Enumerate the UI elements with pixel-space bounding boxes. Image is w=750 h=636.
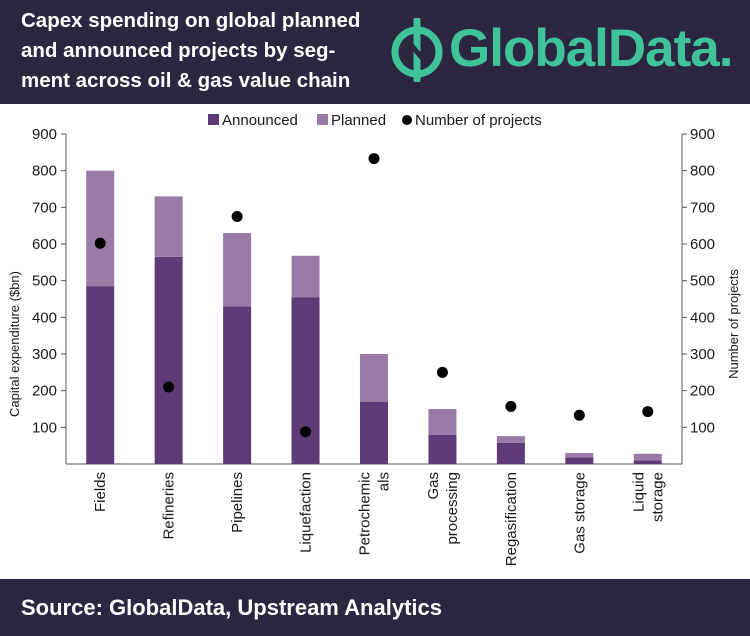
right-tick-label: 100 bbox=[690, 419, 715, 436]
legend-swatch-announced bbox=[208, 114, 219, 125]
left-tick-label: 400 bbox=[32, 309, 57, 326]
bar-planned bbox=[633, 453, 662, 461]
bar-planned bbox=[496, 436, 525, 443]
category-label: als bbox=[376, 472, 393, 491]
right-tick-label: 700 bbox=[690, 199, 715, 216]
left-tick-label: 900 bbox=[32, 126, 57, 143]
left-tick-label: 500 bbox=[32, 273, 57, 290]
right-tick-label: 400 bbox=[690, 309, 715, 326]
bar-planned bbox=[565, 453, 594, 458]
category-labels: Fields Refineries Pipelines Liquefaction Pet… bbox=[92, 472, 666, 567]
bar-planned bbox=[86, 170, 115, 287]
capex-chart: Announced Planned Number of projects 100… bbox=[7, 112, 741, 567]
project-count-dot bbox=[573, 409, 585, 421]
category-label: Pipelines bbox=[229, 472, 246, 533]
project-count-dot bbox=[163, 381, 175, 393]
bar-announced bbox=[291, 297, 320, 464]
category-label: storage bbox=[649, 472, 666, 522]
source-note: Source: GlobalData, Upstream Analytics bbox=[21, 595, 442, 620]
bar-planned bbox=[428, 409, 457, 435]
project-count-dot bbox=[231, 211, 243, 222]
legend-swatch-planned bbox=[317, 114, 328, 125]
bar-announced bbox=[86, 286, 115, 464]
category-label: Gas storage bbox=[571, 472, 588, 554]
bar-planned bbox=[223, 233, 252, 307]
y-axis-label: Capital expenditure ($bn) bbox=[7, 271, 22, 417]
category-label: Petrochemic bbox=[357, 472, 374, 556]
legend-label-planned: Planned bbox=[331, 112, 386, 129]
category-label: Gas bbox=[425, 472, 442, 500]
project-count-dot bbox=[436, 366, 448, 378]
category-label: Liquid bbox=[630, 472, 647, 512]
footer-banner: Source: GlobalData, Upstream Analytics bbox=[0, 579, 750, 636]
right-tick-label: 800 bbox=[690, 163, 715, 180]
right-tick-label: 600 bbox=[690, 236, 715, 253]
legend-label-projects: Number of projects bbox=[415, 112, 542, 129]
project-dots bbox=[94, 153, 654, 438]
bar-announced bbox=[223, 306, 252, 464]
left-tick-label: 200 bbox=[32, 383, 57, 400]
bar-planned bbox=[154, 196, 183, 257]
left-tick-label: 100 bbox=[32, 419, 57, 436]
y2-axis-label: Number of projects bbox=[726, 269, 741, 379]
globaldata-logo-text: GlobalData. bbox=[449, 19, 734, 78]
category-label: Refineries bbox=[161, 472, 178, 540]
left-tick-label: 700 bbox=[32, 199, 57, 216]
right-tick-label: 900 bbox=[690, 126, 715, 143]
legend-label-announced: Announced bbox=[222, 112, 298, 129]
right-tick-label: 500 bbox=[690, 273, 715, 290]
project-count-dot bbox=[505, 400, 517, 412]
left-tick-label: 800 bbox=[32, 163, 57, 180]
right-axis-ticks: 100 200 300 400 500 600 700 800 900 bbox=[682, 126, 715, 436]
category-label: processing bbox=[444, 472, 461, 545]
globaldata-logo-icon bbox=[391, 18, 443, 82]
left-tick-label: 300 bbox=[32, 346, 57, 363]
left-axis-ticks: 100 200 300 400 500 600 700 800 900 bbox=[32, 126, 66, 436]
project-count-dot bbox=[368, 153, 380, 165]
bar-announced bbox=[428, 434, 457, 464]
bar-planned bbox=[291, 255, 320, 298]
category-label: Liquefaction bbox=[298, 472, 315, 553]
bar-announced bbox=[360, 401, 388, 464]
category-label: Fields bbox=[92, 472, 109, 512]
right-tick-label: 200 bbox=[690, 383, 715, 400]
legend: Announced Planned Number of projects bbox=[208, 112, 542, 129]
chart-title: Capex spending on global planned and ann… bbox=[21, 9, 361, 92]
left-tick-label: 600 bbox=[32, 236, 57, 253]
project-count-dot bbox=[642, 406, 654, 418]
project-count-dot bbox=[94, 237, 106, 249]
bar-announced bbox=[496, 442, 525, 464]
header-banner: Capex spending on global planned and ann… bbox=[0, 0, 750, 104]
bars bbox=[86, 170, 662, 464]
project-count-dot bbox=[300, 426, 312, 438]
bar-planned bbox=[360, 354, 388, 402]
bar-announced bbox=[633, 460, 662, 464]
bar-announced bbox=[565, 457, 594, 464]
legend-marker-projects bbox=[402, 115, 412, 125]
right-tick-label: 300 bbox=[690, 346, 715, 363]
category-label: Regasification bbox=[503, 472, 520, 566]
bar-announced bbox=[154, 256, 183, 464]
